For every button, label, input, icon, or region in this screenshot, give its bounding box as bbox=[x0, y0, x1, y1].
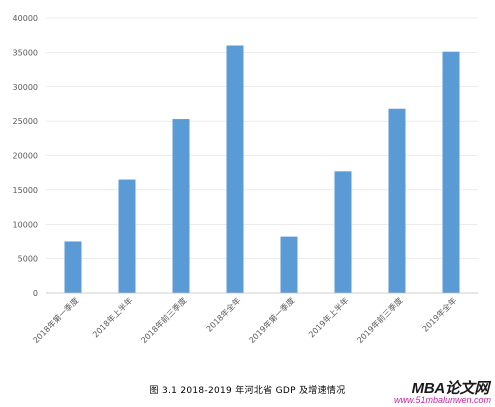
bar bbox=[442, 51, 460, 293]
y-tick-label: 25000 bbox=[13, 117, 38, 126]
bar bbox=[280, 236, 298, 293]
bar bbox=[226, 45, 244, 293]
x-axis-category-labels: 2018年第一季度 2018年上半年 2018年前三季度 2018年全年 2019年第一… bbox=[31, 295, 459, 345]
y-tick-label: 5000 bbox=[18, 255, 38, 264]
y-tick-label: 0 bbox=[33, 289, 38, 298]
y-tick-label: 40000 bbox=[13, 14, 38, 23]
watermark-brand: MBA论文网 bbox=[411, 380, 490, 397]
y-tick-label: 20000 bbox=[13, 152, 38, 161]
x-category-label: 2018年前三季度 bbox=[139, 295, 189, 345]
watermark-url: www.51mbalunwen.com bbox=[393, 395, 491, 405]
x-category-label: 2019年上半年 bbox=[306, 295, 350, 339]
y-tick-label: 15000 bbox=[13, 186, 38, 195]
bars bbox=[64, 45, 460, 293]
y-tick-label: 35000 bbox=[13, 48, 38, 57]
x-category-label: 2018年全年 bbox=[204, 295, 242, 333]
x-category-label: 2018年第一季度 bbox=[31, 295, 81, 345]
bar bbox=[334, 171, 352, 293]
y-tick-label: 30000 bbox=[13, 83, 38, 92]
y-axis-tick-labels: 0 5000 10000 15000 20000 25000 30000 35000 40000 bbox=[13, 14, 38, 298]
gridlines bbox=[46, 17, 478, 259]
figure-caption: 图 3.1 2018-2019 年河北省 GDP 及增速情况 bbox=[149, 386, 346, 396]
x-category-label: 2019年前三季度 bbox=[355, 295, 405, 345]
bar bbox=[64, 241, 82, 293]
x-category-label: 2018年上半年 bbox=[90, 295, 134, 339]
bar bbox=[118, 179, 136, 293]
bar bbox=[172, 119, 190, 293]
x-category-label: 2019年第一季度 bbox=[247, 295, 297, 345]
y-tick-label: 10000 bbox=[13, 220, 38, 229]
x-category-label: 2019年全年 bbox=[420, 295, 458, 333]
bar bbox=[388, 108, 406, 293]
